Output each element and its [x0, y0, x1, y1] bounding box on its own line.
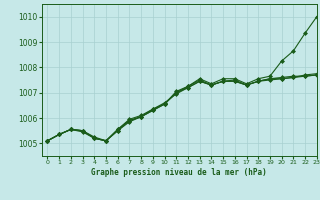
X-axis label: Graphe pression niveau de la mer (hPa): Graphe pression niveau de la mer (hPa)	[91, 168, 267, 177]
